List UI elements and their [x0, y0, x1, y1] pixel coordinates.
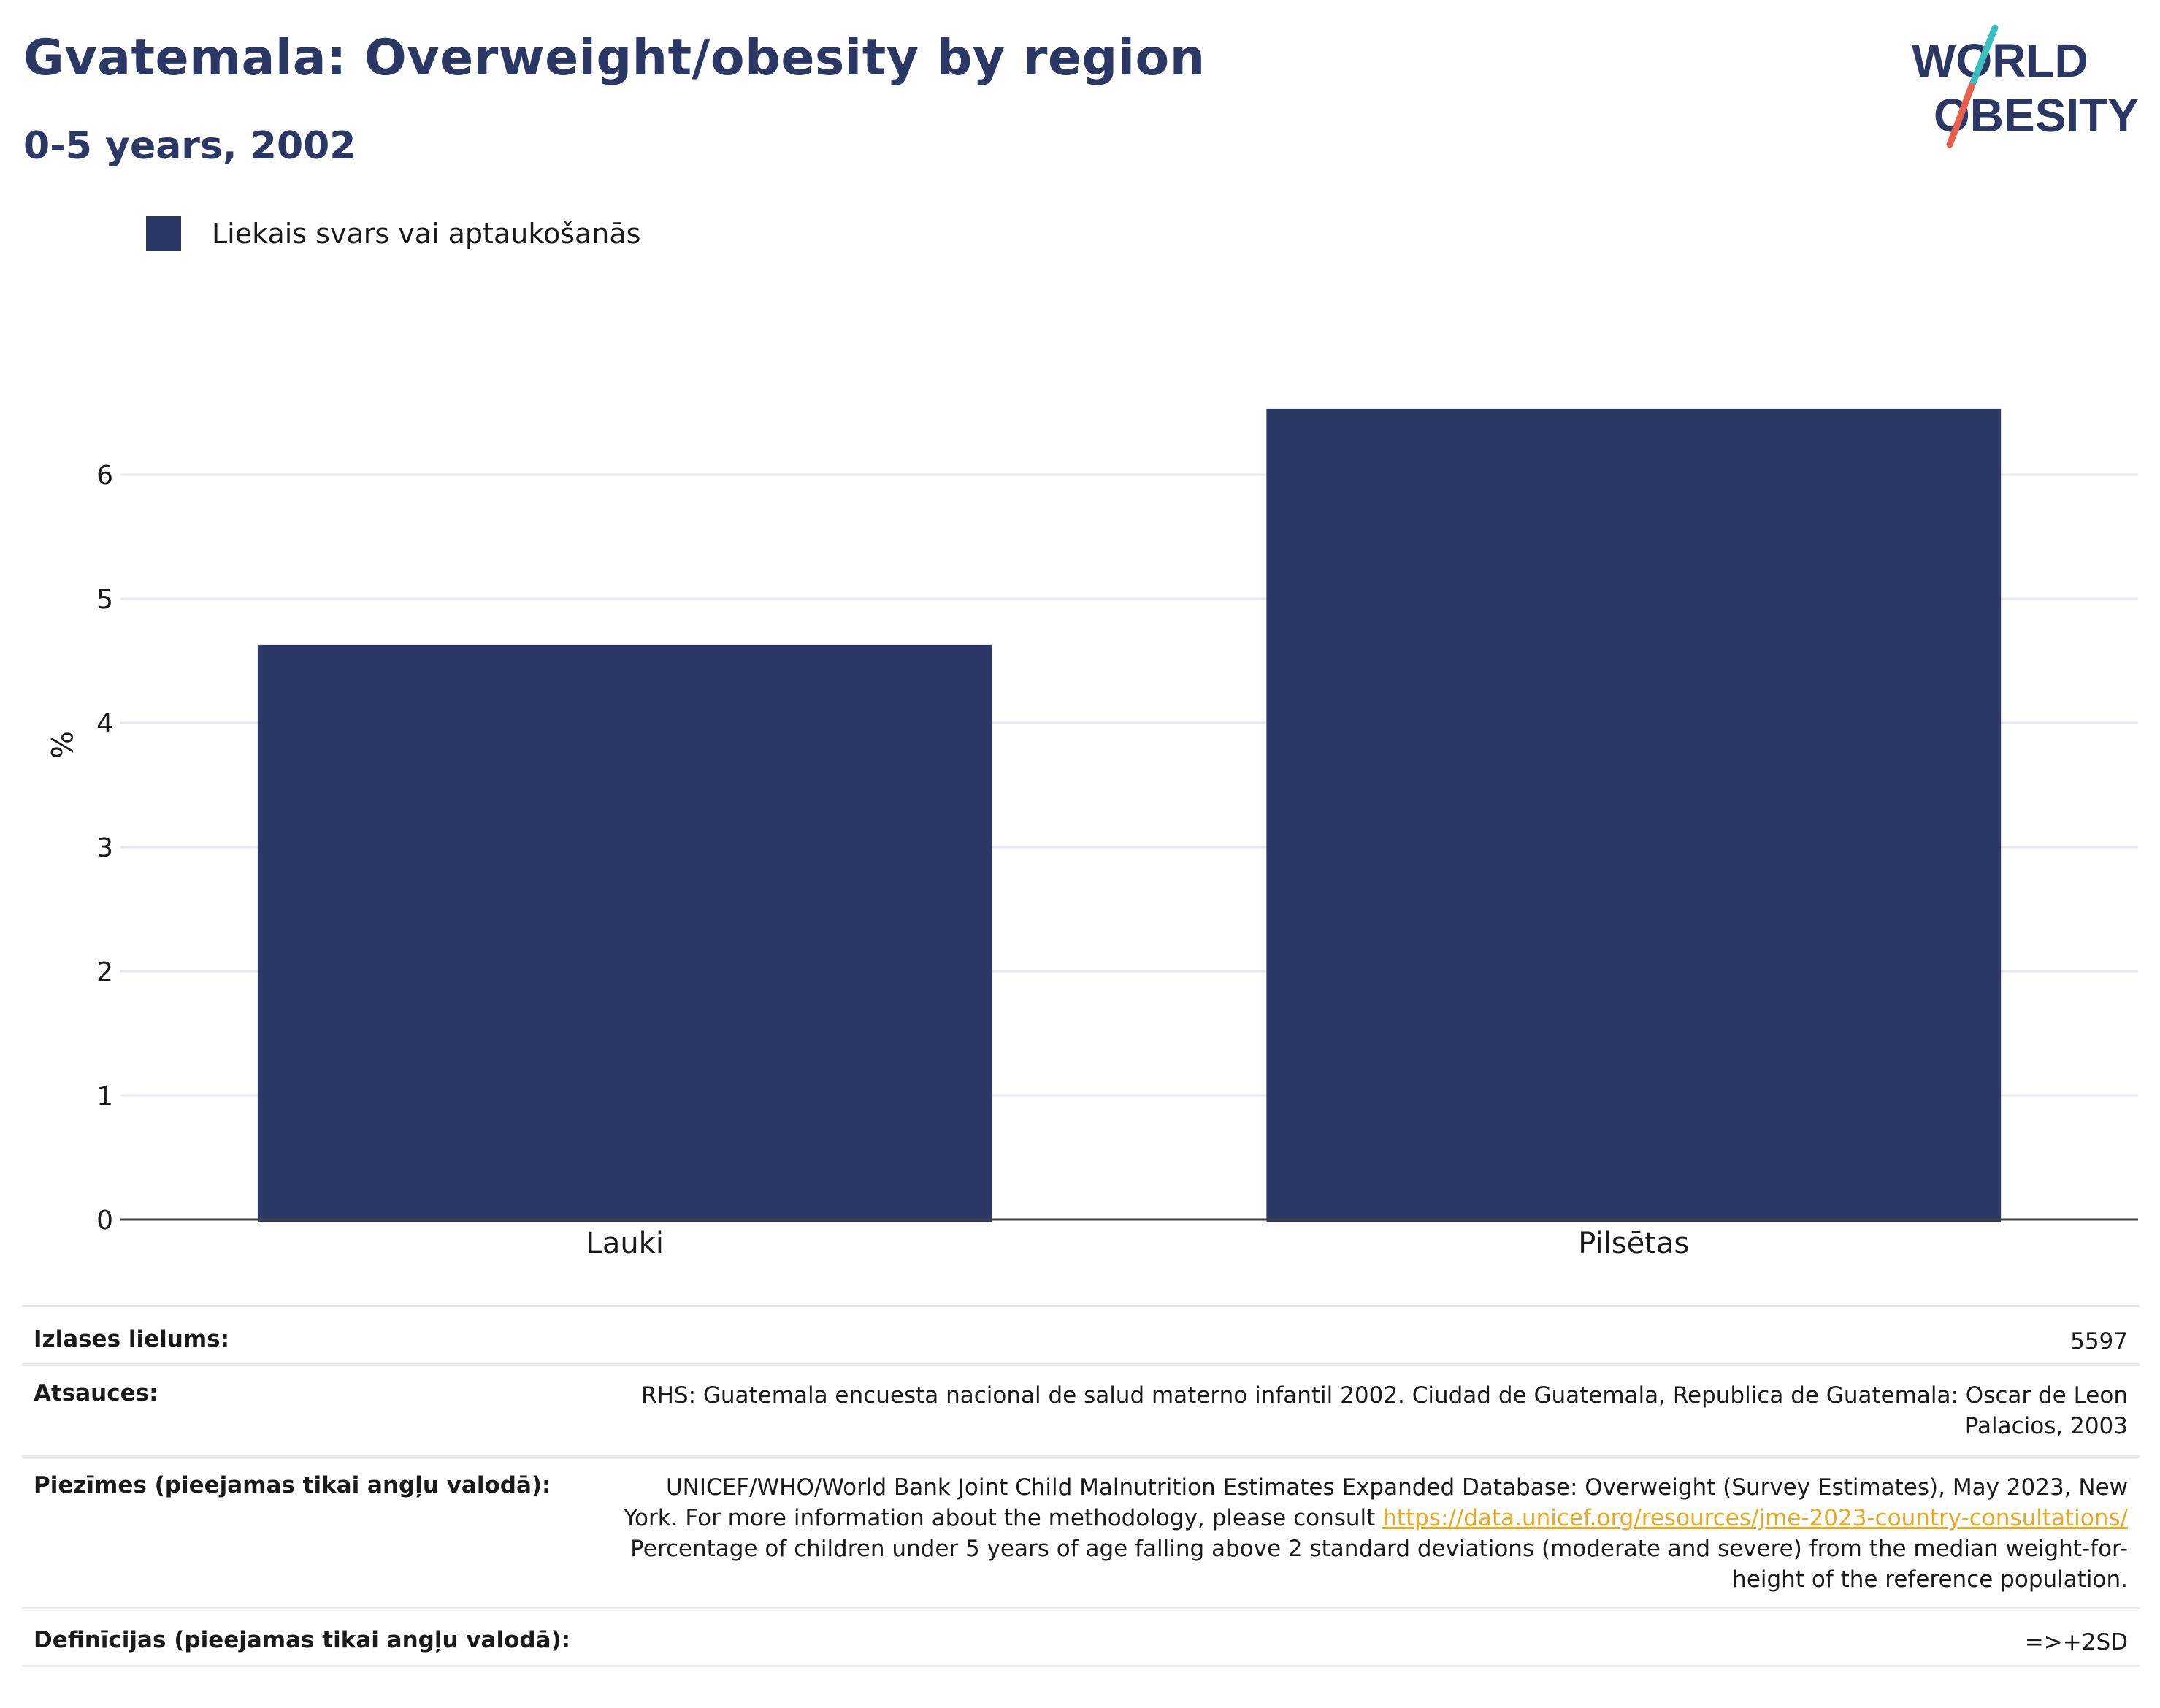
legend-label: Liekais svars vai aptaukošanās — [212, 218, 641, 250]
x-category-label: Lauki — [586, 1227, 664, 1260]
references-value: RHS: Guatemala encuesta nacional de salu… — [641, 1380, 2140, 1441]
logo-slash-bottom — [1946, 83, 1975, 148]
notes-line-2-text: York. For more information about the met… — [624, 1505, 1383, 1531]
references-line-2: Palacios, 2003 — [1964, 1413, 2128, 1439]
y-tick-label: 0 — [96, 1206, 113, 1236]
y-tick-label: 5 — [96, 585, 113, 615]
notes-line-2: York. For more information about the met… — [624, 1503, 2128, 1533]
methodology-link[interactable]: https://data.unicef.org/resources/jme-20… — [1382, 1505, 2128, 1531]
info-row-sample-size: Izlases lielums: 5597 — [22, 1305, 2140, 1363]
y-tick-label: 3 — [96, 833, 113, 863]
definitions-value: =>+2SD — [2024, 1629, 2128, 1655]
info-table: Izlases lielums: 5597 Atsauces: RHS: Gua… — [22, 1305, 2140, 1667]
info-row-references: Atsauces: RHS: Guatemala encuesta nacion… — [22, 1363, 2140, 1455]
notes-value: UNICEF/WHO/World Bank Joint Child Malnut… — [624, 1472, 2140, 1595]
y-tick-label: 6 — [96, 461, 113, 491]
info-row-notes: Piezīmes (pieejamas tikai angļu valodā):… — [22, 1455, 2140, 1607]
references-label: Atsauces: — [34, 1380, 158, 1406]
y-tick-label: 4 — [96, 709, 113, 739]
y-tick-label: 1 — [96, 1081, 113, 1111]
world-obesity-logo: WORLD OBESITY — [1912, 24, 2139, 148]
notes-line-4: height of the reference population. — [1732, 1566, 2128, 1593]
chart-legend: Liekais svars vai aptaukošanās — [146, 216, 640, 251]
references-line-1: RHS: Guatemala encuesta nacional de salu… — [641, 1382, 2128, 1409]
bar — [257, 644, 992, 1222]
page-subtitle: 0-5 years, 2002 — [23, 124, 356, 168]
definitions-label: Definīcijas (pieejamas tikai angļu valod… — [34, 1627, 571, 1653]
y-axis-title: % — [44, 731, 77, 759]
sample-size-value: 5597 — [2070, 1328, 2128, 1355]
notes-line-3: Percentage of children under 5 years of … — [630, 1536, 2128, 1562]
x-category-label: Pilsētas — [1578, 1227, 1689, 1260]
logo-slash-top — [1968, 24, 1999, 90]
bar — [1266, 408, 2002, 1222]
bar-chart: 0 1 2 3 4 5 6% Lauki Pilsētas — [44, 408, 2138, 1260]
notes-label: Piezīmes (pieejamas tikai angļu valodā): — [34, 1472, 551, 1498]
legend-swatch — [146, 216, 181, 251]
logo-line1: WORLD — [1912, 34, 2088, 87]
page-title: Gvatemala: Overweight/obesity by region — [23, 29, 1206, 87]
sample-size-label: Izlases lielums: — [34, 1326, 229, 1352]
notes-line-1: UNICEF/WHO/World Bank Joint Child Malnut… — [665, 1474, 2128, 1501]
y-tick-label: 2 — [96, 957, 113, 987]
info-row-definitions: Definīcijas (pieejamas tikai angļu valod… — [22, 1607, 2140, 1667]
